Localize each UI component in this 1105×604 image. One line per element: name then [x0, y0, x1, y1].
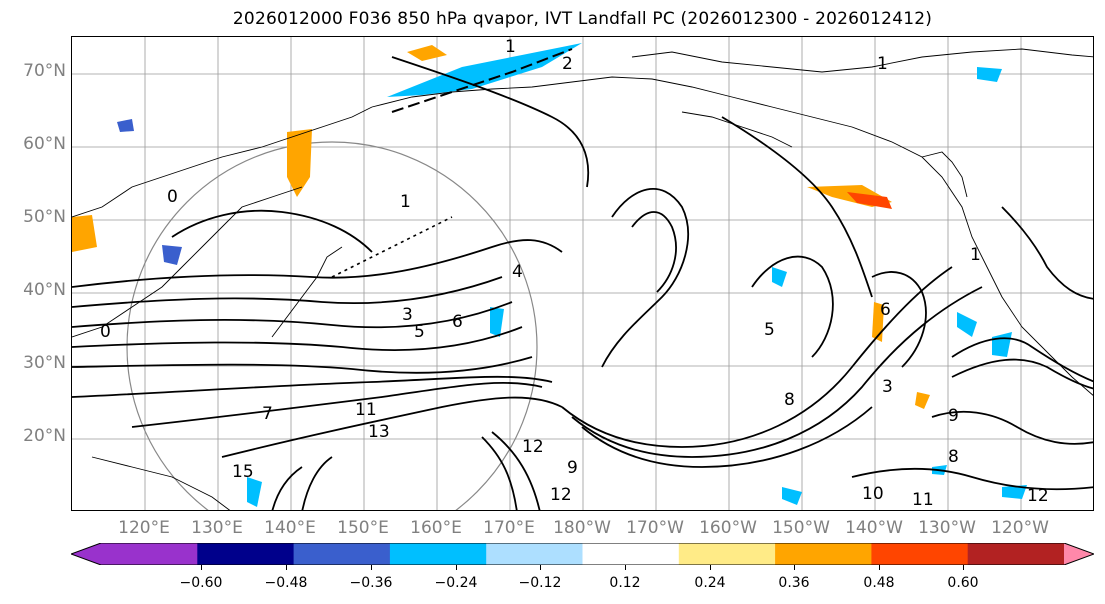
- colorbar-tick-label: −0.48: [264, 575, 308, 591]
- contour-label: 6: [452, 312, 463, 332]
- coastlines: [72, 48, 1093, 510]
- colorbar-tick: [794, 565, 795, 570]
- colorbar-segment: [389, 543, 487, 565]
- contour-label: 0: [167, 187, 178, 207]
- colorbar-tick: [456, 565, 457, 570]
- lat-label: 20°N: [23, 426, 66, 446]
- contour-label: 5: [764, 320, 775, 340]
- lon-label: 180°W: [553, 518, 611, 538]
- colorbar-tick-label: 0.12: [609, 575, 641, 591]
- contour-label: 12: [522, 437, 544, 457]
- colorbar-tick-label: −0.24: [434, 575, 478, 591]
- anomaly-fills: [72, 43, 1027, 507]
- contour-label: 4: [512, 262, 523, 282]
- map-panel: 1 2 1 0 1 3 5 6 7 11 13 15 12 12 9 10 11…: [71, 36, 1094, 511]
- lon-label: 120°E: [118, 518, 170, 538]
- colorbar-tick: [625, 565, 626, 570]
- colorbar-tick-label: −0.12: [518, 575, 562, 591]
- contour-label: 3: [882, 377, 893, 397]
- contour-label: 9: [567, 458, 578, 478]
- lon-label: 170°E: [483, 518, 535, 538]
- lon-label: 140°W: [845, 518, 903, 538]
- contour-label: 9: [948, 406, 959, 426]
- dashed-contour-north: [391, 48, 573, 113]
- lon-label: 120°W: [991, 518, 1049, 538]
- contour-label: 1: [505, 37, 516, 57]
- ivt-contours: [72, 56, 1093, 510]
- contour-label: 7: [262, 404, 273, 424]
- colorbar-segment: [967, 543, 1065, 565]
- colorbar-tick: [201, 565, 202, 570]
- colorbar-segment: [582, 543, 680, 565]
- colorbar-tick-label: 0.24: [694, 575, 726, 591]
- colorbar-segment: [486, 543, 583, 565]
- contour-label: 2: [562, 54, 573, 74]
- colorbar-segment: [293, 543, 391, 565]
- colorbar-segment: [775, 543, 872, 565]
- contour-label: 6: [880, 300, 891, 320]
- colorbar-segments: [71, 543, 1094, 565]
- colorbar-segment: [101, 543, 198, 565]
- contour-label: 8: [784, 390, 795, 410]
- contour-label: 12: [1027, 486, 1049, 506]
- colorbar-tick: [286, 565, 287, 570]
- colorbar-extend-max: [1064, 543, 1094, 565]
- contour-label: 1: [877, 54, 888, 74]
- colorbar-tick: [540, 565, 541, 570]
- colorbar-tick: [371, 565, 372, 570]
- lat-label: 60°N: [23, 134, 66, 154]
- lon-label: 140°E: [264, 518, 316, 538]
- contour-label: 1: [970, 245, 981, 265]
- contour-label: 3: [402, 305, 413, 325]
- contour-label: 10: [862, 484, 884, 504]
- colorbar-tick-label: −0.36: [349, 575, 393, 591]
- contour-label: 11: [912, 490, 934, 510]
- lon-label: 160°E: [410, 518, 462, 538]
- colorbar: [71, 543, 1094, 565]
- lon-label: 150°E: [337, 518, 389, 538]
- colorbar-segment: [197, 543, 295, 565]
- colorbar-segment: [871, 543, 969, 565]
- colorbar-tick: [963, 565, 964, 570]
- colorbar-tick-label: 0.60: [947, 575, 979, 591]
- contour-label: 5: [414, 322, 425, 342]
- colorbar-tick-label: 0.36: [778, 575, 810, 591]
- lat-label: 50°N: [23, 207, 66, 227]
- contour-label: 11: [355, 400, 377, 420]
- colorbar-tick: [879, 565, 880, 570]
- contour-labels: 1 2 1 0 1 3 5 6 7 11 13 15 12 12 9 10 11…: [100, 37, 1049, 510]
- map-canvas: 1 2 1 0 1 3 5 6 7 11 13 15 12 12 9 10 11…: [72, 37, 1093, 510]
- colorbar-extend-min: [71, 543, 101, 565]
- lat-label: 30°N: [23, 353, 66, 373]
- colorbar-segment: [678, 543, 776, 565]
- lon-label: 150°W: [772, 518, 830, 538]
- map-title: 2026012000 F036 850 hPa qvapor, IVT Land…: [232, 9, 933, 29]
- colorbar-tick-label: −0.60: [179, 575, 223, 591]
- lon-label: 160°W: [699, 518, 757, 538]
- lat-label: 70°N: [23, 61, 66, 81]
- contour-label: 15: [232, 462, 254, 482]
- contour-label: 0: [100, 322, 111, 342]
- lon-label: 130°E: [191, 518, 243, 538]
- contour-label: 12: [550, 485, 572, 505]
- lon-label: 170°W: [626, 518, 684, 538]
- lon-label: 130°W: [918, 518, 976, 538]
- region-circle: [126, 141, 538, 510]
- contour-label: 8: [948, 447, 959, 467]
- graticule: [72, 37, 1093, 510]
- lat-label: 40°N: [23, 280, 66, 300]
- dashed-contour: [331, 216, 453, 278]
- contour-label: 1: [400, 192, 411, 212]
- colorbar-tick: [710, 565, 711, 570]
- colorbar-tick-label: 0.48: [863, 575, 895, 591]
- contour-label: 13: [368, 422, 390, 442]
